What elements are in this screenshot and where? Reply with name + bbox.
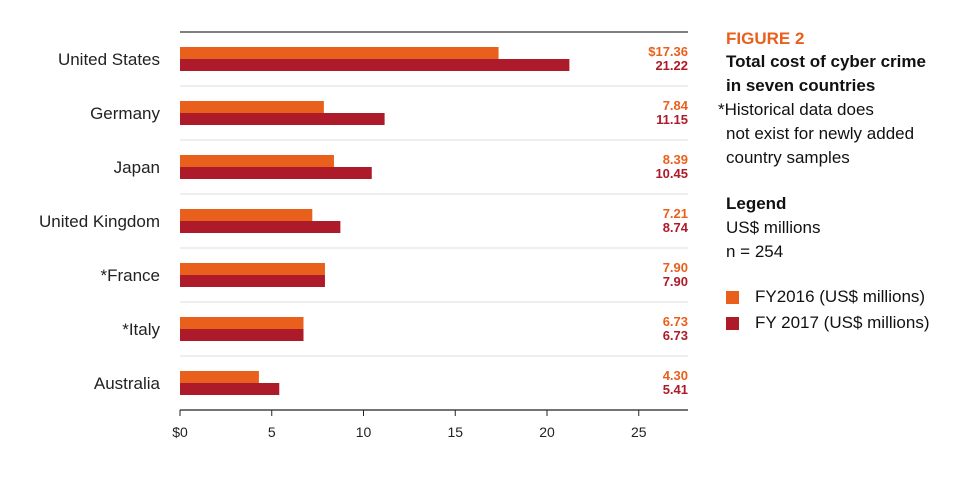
chart-title-line2: in seven countries bbox=[726, 76, 876, 95]
bar-fy2017 bbox=[180, 275, 325, 287]
footnote-line1: *Historical data does bbox=[718, 100, 874, 119]
category-label: *France bbox=[100, 266, 160, 285]
figure-number: FIGURE 2 bbox=[726, 29, 805, 48]
chart-title-line1: Total cost of cyber crime bbox=[726, 52, 926, 71]
category-label: *Italy bbox=[122, 320, 160, 339]
side-panel: FIGURE 2 Total cost of cyber crime in se… bbox=[718, 28, 976, 336]
x-tick-label: 15 bbox=[447, 424, 463, 440]
bar-fy2016 bbox=[180, 371, 259, 383]
value-label-fy2016: 7.21 bbox=[663, 206, 688, 221]
value-label-fy2016: 8.39 bbox=[663, 152, 688, 167]
legend-item-fy2016: FY2016 (US$ millions) bbox=[726, 284, 976, 310]
category-label: Australia bbox=[94, 374, 161, 393]
footnote-line3: country samples bbox=[726, 148, 850, 167]
bar-fy2017 bbox=[180, 329, 304, 341]
value-label-fy2016: 6.73 bbox=[663, 314, 688, 329]
value-label-fy2017: 21.22 bbox=[655, 58, 688, 73]
x-tick-label: 10 bbox=[356, 424, 372, 440]
value-label-fy2017: 6.73 bbox=[663, 328, 688, 343]
legend-item-fy2017: FY 2017 (US$ millions) bbox=[726, 310, 976, 336]
bar-fy2016 bbox=[180, 209, 313, 221]
value-label-fy2017: 11.15 bbox=[656, 112, 688, 127]
bar-fy2017 bbox=[180, 59, 570, 71]
bar-fy2017 bbox=[180, 383, 280, 395]
legend-label-fy2016: FY2016 (US$ millions) bbox=[755, 287, 926, 306]
bar-fy2017 bbox=[180, 221, 341, 233]
value-label-fy2017: 5.41 bbox=[663, 382, 688, 397]
bar-fy2016 bbox=[180, 101, 324, 113]
legend-swatch-fy2016 bbox=[726, 290, 739, 304]
x-tick-label: $0 bbox=[172, 424, 188, 440]
bar-fy2016 bbox=[180, 155, 334, 167]
sample-size: n = 254 bbox=[726, 242, 784, 261]
x-tick-label: 20 bbox=[539, 424, 555, 440]
bar-fy2016 bbox=[180, 263, 325, 275]
footnote: *Historical data does not exist for newl… bbox=[718, 98, 976, 170]
x-tick-label: 5 bbox=[268, 424, 276, 440]
value-label-fy2016: $17.36 bbox=[648, 44, 688, 59]
bar-fy2016 bbox=[180, 47, 499, 59]
category-label: Japan bbox=[114, 158, 160, 177]
legend-heading: Legend bbox=[726, 194, 787, 213]
bar-fy2016 bbox=[180, 317, 304, 329]
value-label-fy2017: 8.74 bbox=[663, 220, 689, 235]
value-label-fy2016: 4.30 bbox=[663, 368, 688, 383]
legend-label-fy2017: FY 2017 (US$ millions) bbox=[755, 313, 930, 332]
legend-swatch-fy2017 bbox=[726, 316, 739, 330]
footnote-line2: not exist for newly added bbox=[726, 124, 915, 143]
x-tick-label: 25 bbox=[631, 424, 647, 440]
value-label-fy2017: 7.90 bbox=[663, 274, 688, 289]
value-label-fy2016: 7.84 bbox=[663, 98, 689, 113]
bar-fy2017 bbox=[180, 113, 385, 125]
value-label-fy2017: 10.45 bbox=[655, 166, 688, 181]
category-label: United Kingdom bbox=[39, 212, 160, 231]
value-label-fy2016: 7.90 bbox=[663, 260, 688, 275]
category-label: Germany bbox=[90, 104, 160, 123]
units-label: US$ millions bbox=[726, 218, 821, 237]
bar-fy2017 bbox=[180, 167, 372, 179]
category-label: United States bbox=[58, 50, 160, 69]
